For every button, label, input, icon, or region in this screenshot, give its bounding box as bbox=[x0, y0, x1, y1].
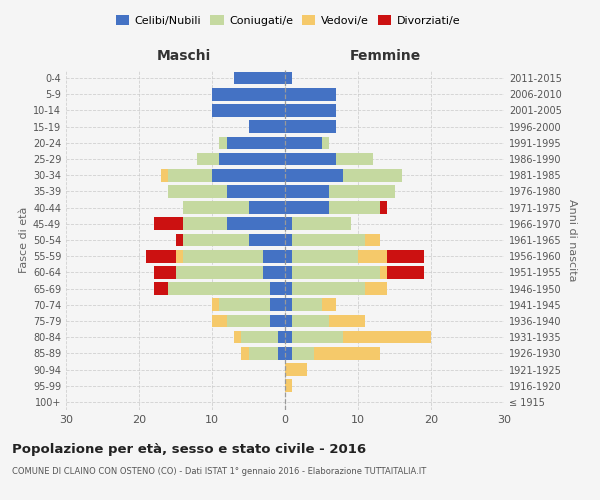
Bar bbox=[285, 72, 292, 85]
Bar bbox=[292, 298, 322, 311]
Bar bbox=[175, 250, 183, 262]
Bar bbox=[285, 88, 336, 101]
Bar bbox=[183, 218, 227, 230]
Bar bbox=[292, 314, 329, 328]
Y-axis label: Fasce di età: Fasce di età bbox=[19, 207, 29, 273]
Bar bbox=[234, 331, 241, 344]
Bar bbox=[343, 169, 402, 181]
Bar bbox=[227, 218, 285, 230]
Bar bbox=[285, 347, 292, 360]
Bar bbox=[285, 282, 292, 295]
Bar bbox=[227, 185, 285, 198]
Bar bbox=[212, 314, 227, 328]
Bar bbox=[183, 202, 248, 214]
Bar bbox=[292, 250, 358, 262]
Bar bbox=[285, 234, 292, 246]
Text: Maschi: Maschi bbox=[157, 49, 211, 63]
Bar bbox=[212, 298, 220, 311]
Bar bbox=[292, 266, 380, 278]
Bar bbox=[154, 266, 176, 278]
Bar bbox=[220, 136, 227, 149]
Bar bbox=[212, 104, 285, 117]
Y-axis label: Anni di nascita: Anni di nascita bbox=[567, 198, 577, 281]
Bar bbox=[285, 266, 292, 278]
Bar bbox=[380, 202, 387, 214]
Bar bbox=[241, 331, 278, 344]
Bar bbox=[168, 169, 212, 181]
Bar bbox=[285, 298, 292, 311]
Bar bbox=[271, 282, 285, 295]
Bar bbox=[271, 314, 285, 328]
Bar bbox=[292, 347, 314, 360]
Bar bbox=[168, 282, 271, 295]
Bar bbox=[154, 282, 168, 295]
Bar bbox=[314, 347, 380, 360]
Bar bbox=[322, 298, 336, 311]
Bar bbox=[285, 363, 307, 376]
Bar bbox=[329, 185, 395, 198]
Bar bbox=[241, 347, 248, 360]
Bar bbox=[285, 136, 322, 149]
Bar bbox=[380, 266, 387, 278]
Bar bbox=[278, 347, 285, 360]
Bar bbox=[219, 298, 271, 311]
Bar bbox=[329, 314, 365, 328]
Text: Femmine: Femmine bbox=[350, 49, 421, 63]
Bar bbox=[285, 218, 292, 230]
Bar bbox=[292, 218, 351, 230]
Bar bbox=[292, 282, 365, 295]
Bar bbox=[343, 331, 431, 344]
Bar bbox=[248, 120, 285, 133]
Bar bbox=[387, 250, 424, 262]
Bar bbox=[292, 331, 343, 344]
Bar bbox=[322, 136, 329, 149]
Bar bbox=[365, 234, 380, 246]
Bar bbox=[292, 234, 365, 246]
Bar bbox=[329, 202, 380, 214]
Bar bbox=[271, 298, 285, 311]
Bar bbox=[263, 250, 285, 262]
Bar bbox=[212, 169, 285, 181]
Bar bbox=[227, 136, 285, 149]
Bar bbox=[248, 202, 285, 214]
Bar bbox=[358, 250, 387, 262]
Bar bbox=[154, 218, 183, 230]
Bar bbox=[248, 347, 278, 360]
Bar bbox=[285, 380, 292, 392]
Bar bbox=[285, 250, 292, 262]
Text: Popolazione per età, sesso e stato civile - 2016: Popolazione per età, sesso e stato civil… bbox=[12, 442, 366, 456]
Bar bbox=[263, 266, 285, 278]
Bar bbox=[365, 282, 387, 295]
Bar bbox=[285, 104, 336, 117]
Bar bbox=[176, 266, 263, 278]
Bar bbox=[336, 152, 373, 166]
Bar bbox=[278, 331, 285, 344]
Bar bbox=[183, 234, 248, 246]
Bar bbox=[285, 169, 343, 181]
Bar bbox=[248, 234, 285, 246]
Bar bbox=[161, 169, 168, 181]
Bar bbox=[227, 314, 271, 328]
Bar bbox=[220, 152, 285, 166]
Bar bbox=[387, 266, 424, 278]
Bar bbox=[168, 185, 227, 198]
Bar bbox=[285, 152, 336, 166]
Text: COMUNE DI CLAINO CON OSTENO (CO) - Dati ISTAT 1° gennaio 2016 - Elaborazione TUT: COMUNE DI CLAINO CON OSTENO (CO) - Dati … bbox=[12, 468, 426, 476]
Bar bbox=[285, 185, 329, 198]
Bar bbox=[285, 331, 292, 344]
Bar bbox=[234, 72, 285, 85]
Bar bbox=[146, 250, 176, 262]
Bar bbox=[285, 314, 292, 328]
Bar bbox=[183, 250, 263, 262]
Bar bbox=[285, 202, 329, 214]
Bar bbox=[212, 88, 285, 101]
Bar bbox=[285, 120, 336, 133]
Legend: Celibi/Nubili, Coniugati/e, Vedovi/e, Divorziati/e: Celibi/Nubili, Coniugati/e, Vedovi/e, Di… bbox=[112, 10, 464, 30]
Bar bbox=[197, 152, 220, 166]
Bar bbox=[175, 234, 183, 246]
